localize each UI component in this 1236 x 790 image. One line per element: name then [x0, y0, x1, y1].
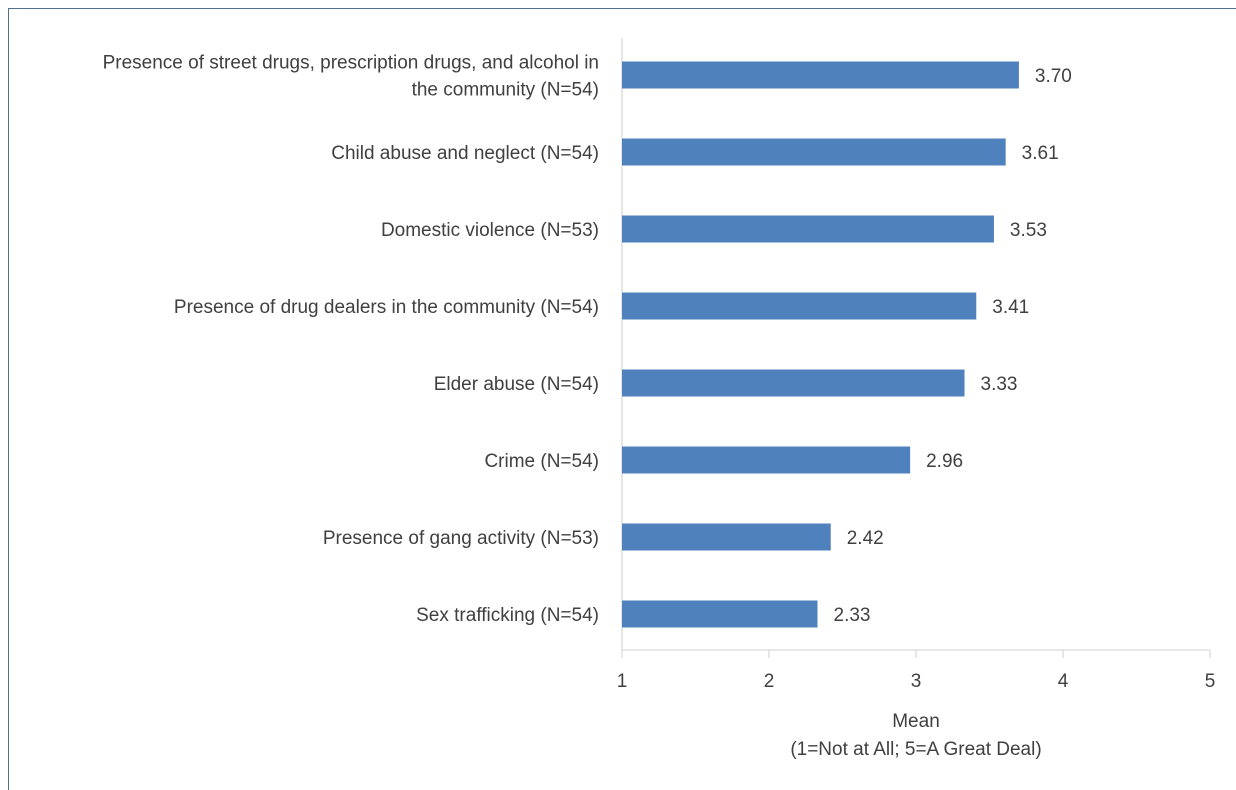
x-axis-title: Mean: [892, 711, 940, 732]
bar: [622, 215, 994, 243]
bar: [622, 523, 831, 551]
bar: [622, 61, 1019, 89]
category-label: Presence of drug dealers in the communit…: [174, 297, 599, 318]
category-label: Elder abuse (N=54): [434, 374, 599, 395]
data-label: 2.96: [926, 451, 963, 472]
category-label: Domestic violence (N=53): [381, 220, 599, 241]
category-label: Presence of gang activity (N=53): [323, 528, 599, 549]
x-tick-label: 3: [911, 671, 922, 692]
category-label: Crime (N=54): [484, 451, 599, 472]
data-label: 3.41: [992, 297, 1029, 318]
data-label: 3.53: [1010, 220, 1047, 241]
data-label: 3.70: [1035, 66, 1072, 87]
data-label: 2.33: [834, 605, 871, 626]
bar: [622, 369, 965, 397]
x-tick-label: 4: [1058, 671, 1069, 692]
category-label: Child abuse and neglect (N=54): [331, 143, 599, 164]
bar: [622, 138, 1006, 166]
category-label: Presence of street drugs, prescription d…: [103, 53, 599, 101]
data-label: 2.42: [847, 528, 884, 549]
category-label: Sex trafficking (N=54): [416, 605, 599, 626]
x-tick-label: 2: [764, 671, 775, 692]
bar: [622, 600, 818, 628]
x-tick-label: 5: [1205, 671, 1216, 692]
data-label: 3.61: [1022, 143, 1059, 164]
bar: [622, 292, 977, 320]
x-tick-label: 1: [617, 671, 628, 692]
data-label: 3.33: [981, 374, 1018, 395]
x-axis-title: (1=Not at All; 5=A Great Deal): [790, 739, 1041, 760]
bar: [622, 446, 911, 474]
